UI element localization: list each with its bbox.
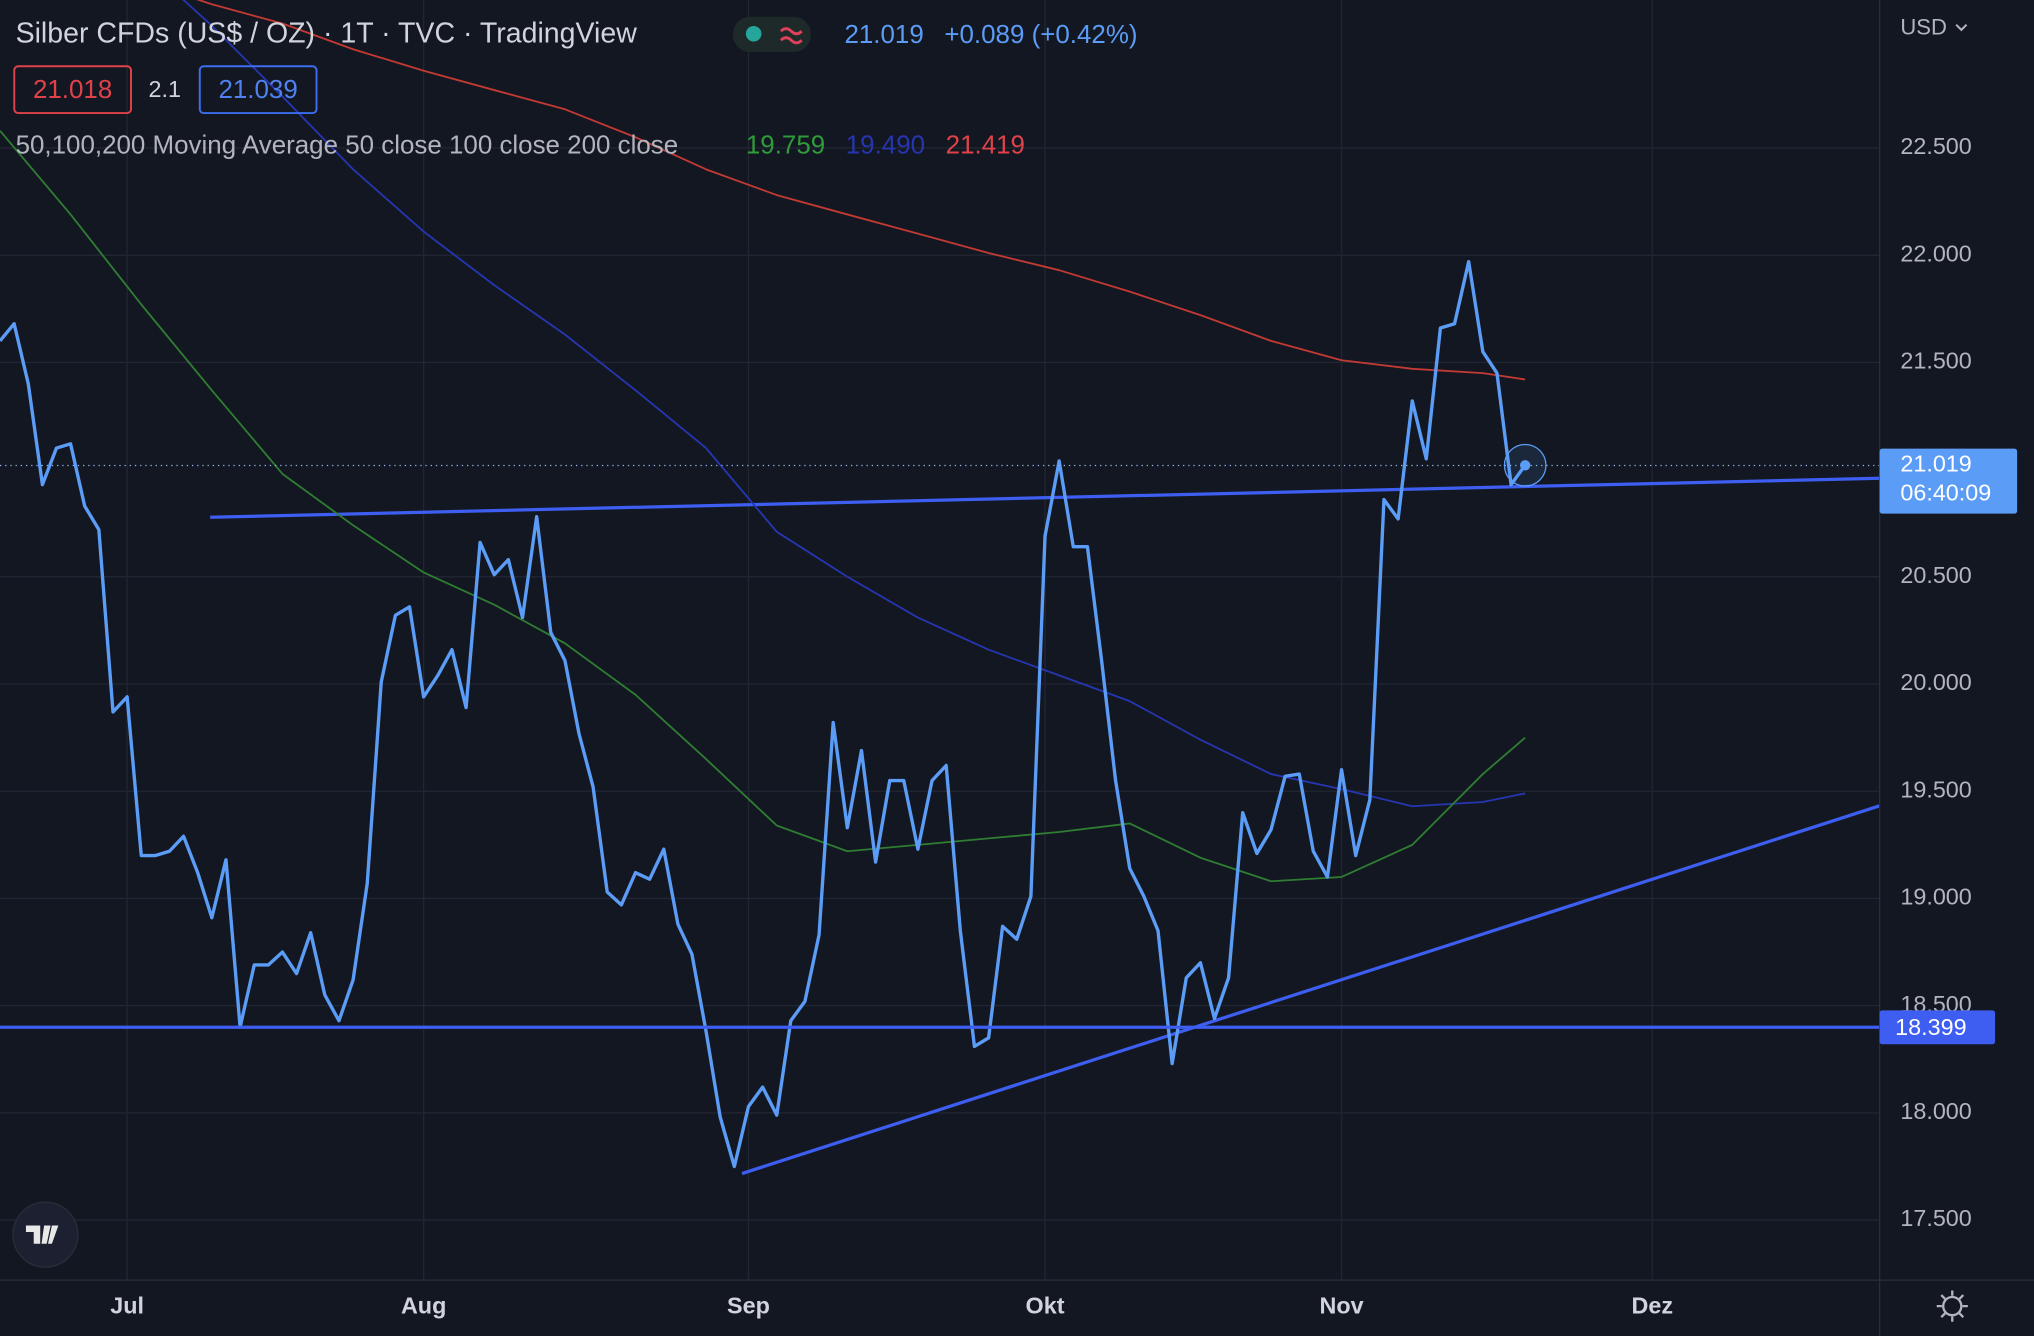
header-change: +0.089 (+0.42%) (944, 19, 1137, 49)
x-tick-label: Dez (1632, 1293, 1674, 1319)
plot (0, 0, 1880, 1176)
logo-mark (25, 1225, 59, 1244)
y-tick-label: 21.500 (1900, 348, 1971, 374)
header-price: 21.019 (844, 19, 923, 49)
series-line (0, 259, 1527, 1169)
grid (0, 0, 1880, 1281)
y-tick-label: 22.500 (1900, 133, 1971, 159)
y-tick-label: 22.000 (1900, 240, 1971, 266)
indicator-label: 50,100,200 Moving Average 50 close 100 c… (16, 130, 679, 160)
y-tick-label: 20.500 (1900, 562, 1971, 588)
series-line (0, 130, 1526, 883)
spread: 2.1 (149, 76, 181, 102)
trend-line[interactable] (741, 804, 1880, 1176)
series-line (196, 0, 1526, 381)
chart-title: Silber CFDs (US$ / OZ) · 1T · TVC · Trad… (16, 18, 638, 50)
status-icon (779, 27, 803, 45)
y-tick-label: 20.000 (1900, 669, 1971, 695)
bid: 21.018 (33, 74, 112, 104)
indicator-readout: 19.490 (846, 130, 925, 160)
x-tick-label: Nov (1320, 1293, 1364, 1319)
y-tick-label: 19.500 (1900, 776, 1971, 802)
y-tick-label: 19.000 (1900, 884, 1971, 910)
settings-icon[interactable] (1936, 1290, 1968, 1322)
bid-box[interactable] (13, 65, 132, 115)
y-tick-label: 18.000 (1900, 1098, 1971, 1124)
hline-label-box (1879, 1010, 1996, 1045)
hline-label: 18.399 (1895, 1014, 1966, 1040)
status-dot (745, 25, 762, 42)
currency-caret (1955, 23, 1968, 32)
labels: 17.50018.00018.50019.00019.50020.00020.5… (110, 133, 2018, 1319)
last-price-box (1879, 448, 2018, 514)
trend-line[interactable] (210, 476, 1880, 519)
x-tick-label: Aug (401, 1293, 446, 1319)
last-price-label: 21.019 (1900, 451, 1971, 477)
y-tick-label: 17.500 (1900, 1205, 1971, 1231)
indicator-readout: 21.419 (946, 130, 1025, 160)
ask-box[interactable] (198, 65, 318, 115)
x-tick-label: Okt (1026, 1293, 1065, 1319)
x-tick-label: Jul (110, 1293, 144, 1319)
last-point (1519, 460, 1531, 471)
indicator-readout: 19.759 (746, 130, 825, 160)
series-line (182, 0, 1526, 808)
status-pill[interactable] (732, 16, 811, 52)
x-tick-label: Sep (727, 1293, 770, 1319)
countdown: 06:40:09 (1900, 479, 1991, 505)
currency[interactable]: USD (1900, 14, 1947, 39)
ask: 21.039 (218, 74, 297, 104)
